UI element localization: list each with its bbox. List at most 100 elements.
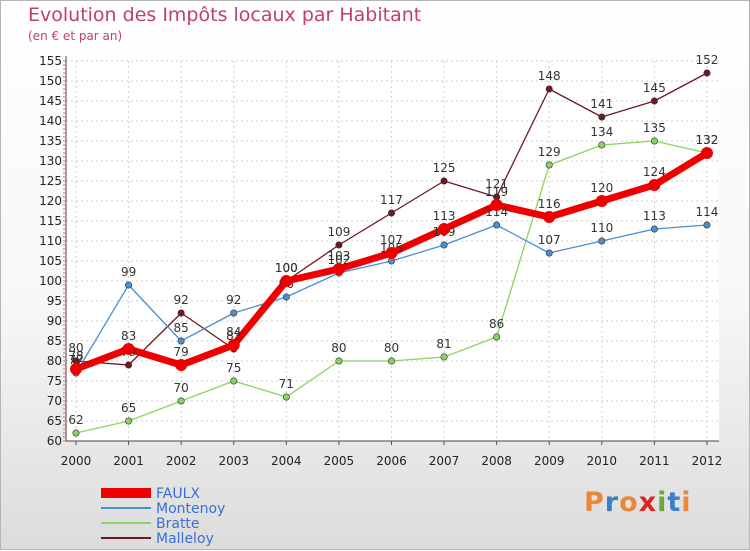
point-bratte-2011	[650, 137, 658, 145]
data-label-faulx: 116	[538, 197, 561, 211]
point-bratte-2010	[598, 141, 606, 149]
data-label-malleloy: 92	[174, 293, 189, 307]
data-label-faulx: 103	[327, 249, 350, 263]
data-label-faulx: 132	[696, 133, 719, 147]
point-montenoy-2010	[598, 237, 606, 245]
data-label-malleloy: 109	[327, 225, 350, 239]
chart-title: Evolution des Impôts locaux par Habitant	[28, 4, 422, 26]
point-malleloy-2005	[335, 241, 343, 249]
point-malleloy-2009	[545, 85, 553, 93]
x-tick-label: 2000	[61, 454, 92, 468]
data-label-faulx: 107	[380, 233, 403, 247]
data-label-bratte: 65	[121, 401, 136, 415]
point-faulx-2009	[543, 211, 556, 223]
data-label-montenoy: 107	[538, 233, 561, 247]
y-tick-label: 70	[47, 394, 62, 408]
data-label-malleloy: 145	[643, 81, 666, 95]
legend-label-faulx: FAULX	[156, 486, 200, 502]
x-tick-label: 2001	[113, 454, 144, 468]
legend-label-malleloy: Malleloy	[156, 531, 214, 547]
point-faulx-2003	[227, 339, 240, 351]
data-label-malleloy: 117	[380, 193, 403, 207]
point-bratte-2004	[282, 393, 290, 401]
data-label-montenoy: 102	[327, 253, 350, 267]
point-montenoy-2011	[650, 225, 658, 233]
point-bratte-2007	[440, 353, 448, 361]
point-montenoy-2001	[125, 281, 133, 289]
y-tick-label: 75	[47, 374, 62, 388]
x-tick-label: 2004	[271, 454, 302, 468]
data-label-bratte: 80	[331, 341, 346, 355]
point-montenoy-2008	[493, 221, 501, 229]
point-montenoy-2003	[230, 309, 238, 317]
point-montenoy-2009	[545, 249, 553, 257]
data-label-montenoy: 113	[643, 209, 666, 223]
point-bratte-2003	[230, 377, 238, 385]
y-tick-label: 135	[39, 134, 62, 148]
y-tick-label: 60	[47, 434, 62, 448]
y-tick-label: 110	[39, 234, 62, 248]
point-malleloy-2002	[177, 309, 185, 317]
data-label-malleloy: 80	[68, 341, 83, 355]
x-tick-label: 2008	[481, 454, 512, 468]
data-label-bratte: 70	[174, 381, 189, 395]
data-label-faulx: 100	[275, 261, 298, 275]
point-faulx-2004	[280, 275, 293, 287]
data-label-bratte: 62	[68, 413, 83, 427]
data-label-faulx: 119	[485, 185, 508, 199]
point-faulx-2005	[332, 263, 345, 275]
data-label-bratte: 80	[384, 341, 399, 355]
data-label-montenoy: 85	[174, 321, 189, 335]
point-faulx-2011	[648, 179, 661, 191]
y-tick-label: 90	[47, 314, 62, 328]
data-label-montenoy: 99	[121, 265, 136, 279]
x-tick-label: 2011	[639, 454, 670, 468]
y-tick-label: 125	[39, 174, 62, 188]
proxiti-logo: Proxiti	[584, 487, 692, 518]
data-label-bratte: 129	[538, 145, 561, 159]
point-faulx-2010	[595, 195, 608, 207]
point-malleloy-2006	[387, 209, 395, 217]
chart-subtitle: (en € et par an)	[28, 29, 123, 43]
point-faulx-2000	[70, 363, 82, 375]
x-tick-label: 2007	[429, 454, 460, 468]
data-label-malleloy: 83	[226, 329, 241, 343]
x-tick-label: 2005	[324, 454, 355, 468]
data-label-bratte: 81	[436, 337, 451, 351]
y-tick-label: 100	[39, 274, 62, 288]
y-tick-label: 95	[47, 294, 62, 308]
point-faulx-2008	[490, 199, 503, 211]
point-malleloy-2001	[125, 361, 133, 369]
point-malleloy-2010	[598, 113, 606, 121]
point-bratte-2005	[335, 357, 343, 365]
point-faulx-2007	[438, 223, 451, 235]
legend-label-bratte: Bratte	[156, 516, 200, 532]
data-label-faulx: 83	[121, 329, 136, 343]
y-tick-label: 150	[39, 74, 62, 88]
data-label-faulx: 120	[590, 181, 613, 195]
y-tick-label: 105	[39, 254, 62, 268]
data-label-montenoy: 92	[226, 293, 241, 307]
data-label-faulx: 124	[643, 165, 666, 179]
data-label-malleloy: 100	[275, 261, 298, 275]
x-tick-label: 2003	[218, 454, 249, 468]
point-montenoy-2007	[440, 241, 448, 249]
data-label-montenoy: 77	[68, 353, 83, 367]
data-label-bratte: 135	[643, 121, 666, 135]
legend-label-montenoy: Montenoy	[156, 501, 225, 517]
data-label-faulx: 84	[226, 325, 241, 339]
data-label-faulx: 113	[433, 209, 456, 223]
y-tick-label: 80	[47, 354, 62, 368]
point-bratte-2006	[387, 357, 395, 365]
y-tick-label: 145	[39, 94, 62, 108]
y-tick-label: 140	[39, 114, 62, 128]
point-bratte-2008	[493, 333, 501, 341]
logo-letter: i	[681, 487, 692, 518]
point-faulx-2002	[175, 359, 188, 371]
point-malleloy-2012	[703, 69, 711, 77]
point-bratte-2009	[545, 161, 553, 169]
y-tick-label: 115	[39, 214, 62, 228]
point-bratte-2002	[177, 397, 185, 405]
